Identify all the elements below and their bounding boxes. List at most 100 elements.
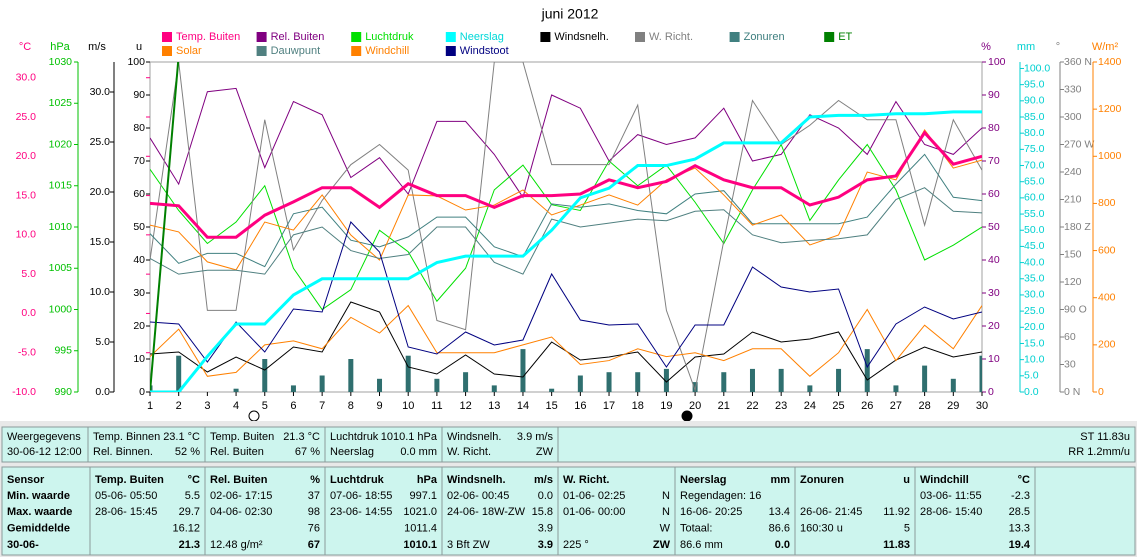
bar [233, 388, 239, 392]
y-tick-label: 45.0 [1024, 240, 1045, 252]
axis-label: hPa [50, 41, 70, 53]
y-tick-label: 50 [988, 221, 1000, 233]
stats-value: N [662, 506, 670, 518]
stats-label: 05-06- 05:50 [95, 490, 157, 502]
bar [176, 355, 182, 392]
stats-label: 01-06- 00:00 [563, 506, 625, 518]
series-line [150, 62, 180, 392]
series-line [150, 304, 982, 377]
x-tick-label: 12 [459, 400, 471, 412]
stats-label: 24-06- 18W-ZW [447, 506, 526, 518]
x-tick-label: 25 [832, 400, 844, 412]
bar [577, 375, 583, 392]
bar [778, 368, 784, 392]
info-label: W. Richt. [447, 446, 491, 458]
legend-swatch [256, 32, 267, 42]
stats-label: 26-06- 21:45 [800, 506, 862, 518]
info-cell [324, 426, 443, 463]
y-tick-label: 0 [1098, 386, 1104, 398]
info-label: Windsnelh. [447, 431, 501, 443]
stats-unit: °C [1018, 474, 1030, 486]
bar [893, 385, 899, 392]
axis-label: mm [1017, 41, 1035, 53]
y-tick-label: 30 [988, 287, 1000, 299]
info-value: RR 1.2mm/u [1068, 446, 1130, 458]
stats-label: 01-06- 02:25 [563, 490, 625, 502]
info-value: 1010.1 hPa [381, 431, 438, 443]
bar [434, 378, 440, 392]
y-tick-label: 1015 [49, 180, 73, 192]
stats-label: 04-06- 02:30 [210, 506, 272, 518]
y-tick-label: 60.0 [1024, 192, 1045, 204]
y-tick-label: 330 [1064, 83, 1082, 95]
stats-value: 98 [308, 506, 320, 518]
info-label: Weergegevens [7, 431, 81, 443]
legend-swatch [729, 32, 740, 42]
plot-area [149, 61, 983, 393]
stats-value: 28.5 [1009, 506, 1030, 518]
stats-unit: % [310, 474, 320, 486]
bar [635, 372, 641, 392]
stats-unit: °C [188, 474, 200, 486]
x-tick-label: 17 [603, 400, 615, 412]
x-tick-label: 8 [348, 400, 354, 412]
stats-label: 28-06- 15:40 [920, 506, 982, 518]
y-tick-label: 990 [54, 386, 72, 398]
legend-label: Rel. Buiten [271, 31, 325, 43]
stats-value: 0.0 [775, 539, 790, 551]
stats-label: 30-06- [7, 539, 39, 551]
info-cell [204, 426, 326, 463]
bar [864, 349, 870, 392]
stats-value: -2.3 [1011, 490, 1030, 502]
info-cell [441, 426, 559, 463]
y-tick-label: 100 [988, 56, 1006, 68]
moon-full [248, 410, 260, 422]
y-tick-label: 15.0 [90, 236, 111, 248]
y-tick-label: 65.0 [1024, 175, 1045, 187]
y-tick-label: 0.0 [21, 307, 36, 319]
legend-swatch [162, 32, 172, 42]
stats-label: 28-06- 15:45 [95, 506, 157, 518]
y-tick-label: 0 [139, 386, 145, 398]
legend-label: Windsnelh. [554, 31, 608, 43]
y-tick-label: 210 [1064, 193, 1082, 205]
y-tick-label: 20.0 [16, 150, 37, 162]
bar [463, 372, 469, 392]
y-tick-label: 10.0 [16, 229, 37, 241]
stats-value: 21.3 [179, 539, 200, 551]
y-tick-label: 25.0 [1024, 305, 1045, 317]
y-tick-label: 60 [988, 188, 1000, 200]
y-tick-label: 1030 [49, 56, 73, 68]
y-tick-label: 75.0 [1024, 143, 1045, 155]
stats-value: 5 [904, 523, 910, 535]
series-line [150, 87, 982, 199]
y-tick-label: 30.0 [16, 71, 37, 83]
y-tick-label: 100.0 [1024, 62, 1050, 74]
y-tick-label: 995 [54, 345, 72, 357]
y-tick-label: 80 [988, 122, 1000, 134]
y-tick-label: 1400 [1098, 56, 1122, 68]
x-tick-label: 26 [861, 400, 873, 412]
y-tick-label: 1200 [1098, 103, 1122, 115]
bar [377, 378, 383, 392]
stats-unit: mm [770, 474, 790, 486]
y-tick-label: 15.0 [16, 189, 37, 201]
stats-cell [204, 466, 326, 556]
info-value: 3.9 m/s [517, 431, 554, 443]
y-tick-label: 60 [1064, 331, 1076, 343]
info-cell [1, 426, 89, 463]
x-tick-label: 9 [376, 400, 382, 412]
y-tick-label: 10 [133, 353, 145, 365]
x-tick-label: 5 [262, 400, 268, 412]
y-tick-label: 270 W [1064, 138, 1094, 150]
stats-value: 0.0 [538, 490, 553, 502]
y-tick-label: 20.0 [90, 186, 111, 198]
bar [721, 372, 727, 392]
info-label: Neerslag [330, 446, 374, 458]
y-tick-label: 55.0 [1024, 208, 1045, 220]
x-tick-label: 16 [574, 400, 586, 412]
y-tick-label: 70 [988, 155, 1000, 167]
bar [290, 385, 296, 392]
y-tick-label: 360 N [1064, 56, 1092, 68]
bar [663, 368, 669, 392]
